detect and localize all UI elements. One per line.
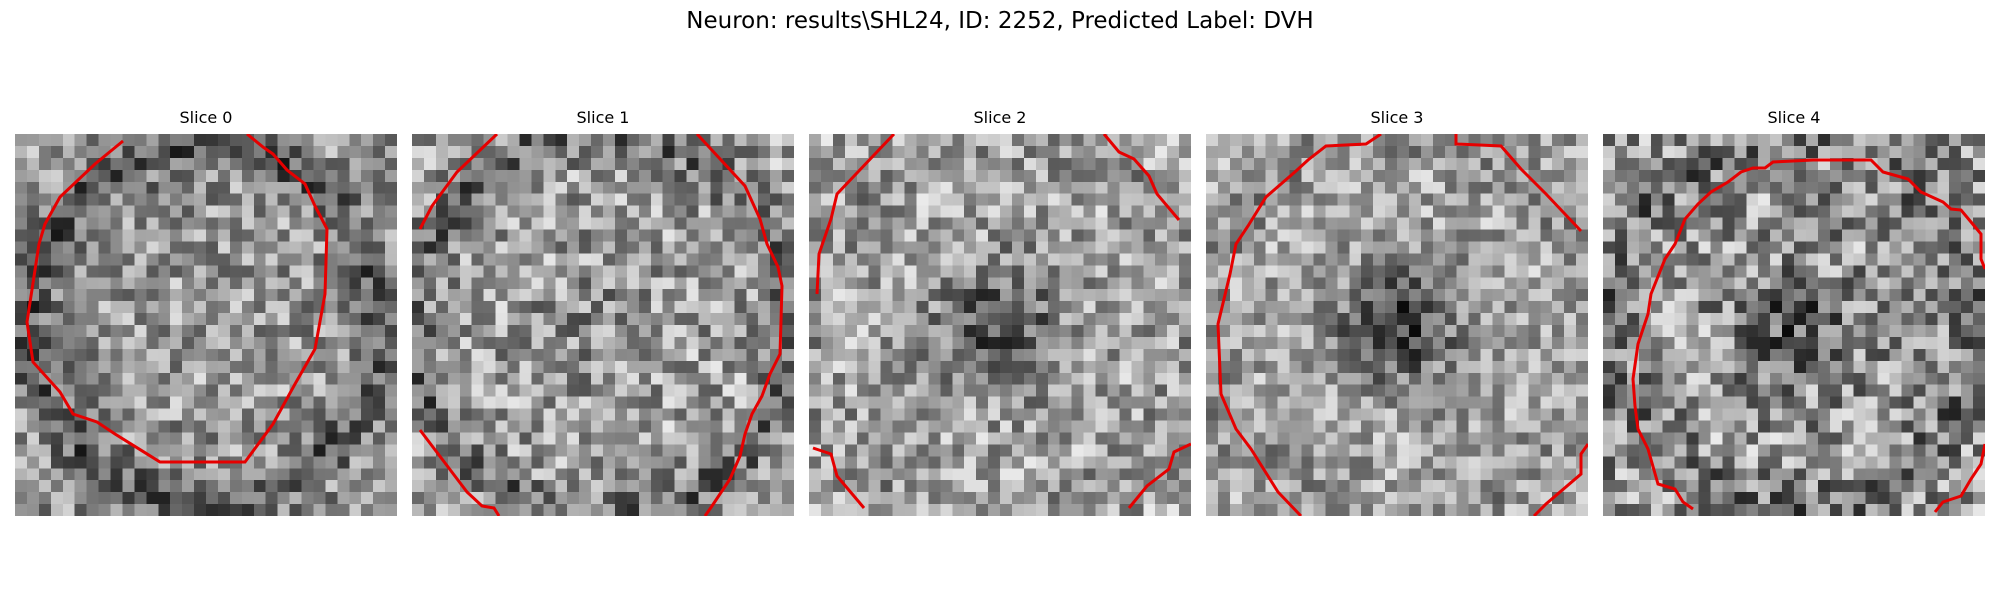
slice-4-panel <box>1603 134 1985 516</box>
slice-0-contour <box>25 134 329 464</box>
slice-1-contour <box>418 134 784 516</box>
slice-2-title: Slice 2 <box>973 108 1027 127</box>
slice-3-image <box>1206 134 1588 516</box>
slice-3-panel <box>1206 134 1588 516</box>
slice-0-panel <box>15 134 397 516</box>
slice-1-panel <box>412 134 794 516</box>
slice-2-contour <box>812 134 1191 509</box>
slice-2-image <box>809 134 1191 516</box>
slice-4-title: Slice 4 <box>1767 108 1821 127</box>
slice-1-image <box>412 134 794 516</box>
slice-3-contour <box>1216 134 1588 516</box>
slice-4-contour <box>1631 158 1985 513</box>
slice-0-title: Slice 0 <box>179 108 233 127</box>
slice-3-title: Slice 3 <box>1370 108 1424 127</box>
slice-2-panel <box>809 134 1191 516</box>
slice-4-image <box>1603 134 1985 516</box>
slice-1-title: Slice 1 <box>576 108 630 127</box>
slice-0-image <box>15 134 397 516</box>
figure-title: Neuron: results\SHL24, ID: 2252, Predict… <box>686 8 1314 34</box>
